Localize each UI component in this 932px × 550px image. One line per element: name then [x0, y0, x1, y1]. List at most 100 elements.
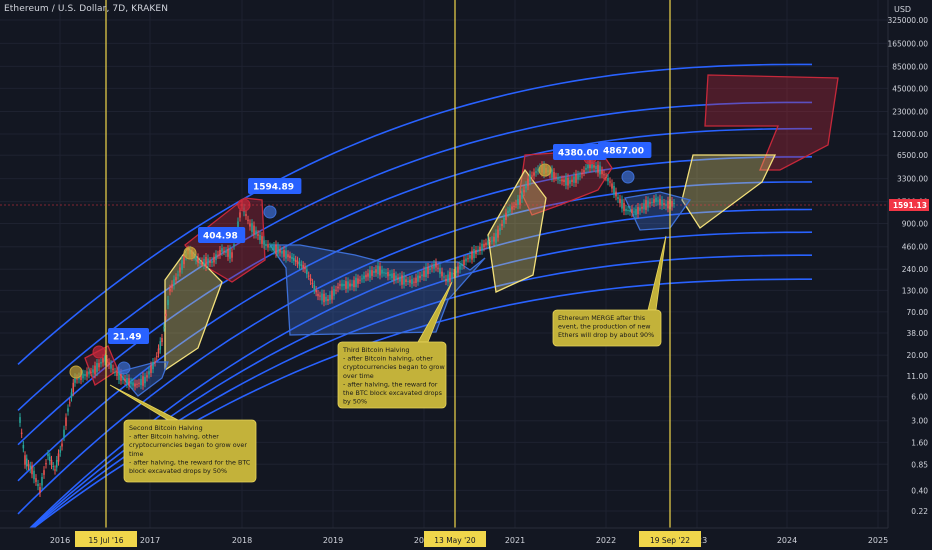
peak-circle [538, 163, 552, 177]
price-candle [413, 281, 415, 283]
price-tick: 45000.00 [892, 84, 928, 93]
price-candle [655, 197, 657, 203]
price-candle [257, 234, 259, 236]
price-candle [529, 174, 531, 182]
price-candle [20, 432, 23, 435]
price-candle [47, 453, 49, 457]
price-candle [505, 212, 507, 221]
price-candle [146, 375, 148, 378]
price-candle [225, 250, 227, 254]
price-candle [74, 377, 76, 383]
price-candle [209, 261, 211, 263]
price-candle [155, 356, 158, 358]
note-text: Ethereum MERGE after this [558, 314, 646, 322]
time-tick: 2016 [50, 536, 70, 545]
price-candle [201, 261, 203, 263]
price-tick: 0.85 [911, 460, 928, 469]
price-candle [497, 229, 499, 238]
price-candle [599, 165, 601, 175]
price-candle [641, 206, 643, 209]
price-tick: 0.40 [911, 486, 928, 495]
chart-title: Ethereum / U.S. Dollar, 7D, KRAKEN [4, 4, 169, 14]
peak-circle [621, 170, 635, 184]
price-candle [605, 177, 607, 179]
note-text: - after halving, the reward for the BTC [129, 458, 251, 466]
price-tick: 70.00 [907, 308, 929, 317]
price-candle [68, 402, 71, 404]
price-candle [311, 282, 314, 284]
price-tick: 3.00 [911, 417, 928, 426]
price-candle [533, 172, 535, 176]
price-candle [647, 200, 649, 208]
price-candle [407, 280, 409, 282]
price-candle [375, 269, 377, 273]
price-candle [173, 279, 175, 286]
price-candle [405, 279, 407, 282]
price-candle [625, 208, 627, 212]
price-candle [80, 373, 82, 381]
price-candle [567, 177, 569, 186]
price-candle [306, 269, 308, 275]
price-candle [537, 169, 539, 171]
price-candle [607, 177, 609, 182]
price-candle [82, 373, 84, 379]
price-candle [54, 469, 56, 471]
price-candle [203, 258, 205, 266]
price-candle [283, 250, 285, 257]
price-candle [159, 341, 162, 350]
price-candle [50, 459, 53, 466]
price-candle [623, 202, 625, 212]
price-candle [553, 172, 555, 179]
price-candle [385, 272, 387, 274]
price-candle [493, 236, 495, 242]
price-candle [327, 298, 329, 302]
price-candle [239, 212, 241, 218]
price-candle [315, 290, 317, 293]
price-candle [223, 250, 225, 252]
price-candle [152, 362, 154, 370]
time-tick: 2021 [505, 536, 525, 545]
price-candle [25, 458, 28, 467]
price-candle [503, 217, 505, 224]
price-candle [637, 207, 639, 215]
note-text: cryptocurrencies began to grow [343, 363, 445, 371]
price-candle [263, 240, 265, 245]
price-candle [615, 191, 617, 197]
price-axis-bg [888, 0, 932, 550]
price-candle [333, 289, 335, 296]
price-candle [499, 227, 501, 231]
price-candle [213, 256, 215, 263]
price-candle [601, 170, 603, 175]
price-candle [469, 255, 471, 259]
price-candle [275, 244, 277, 254]
price-candle [124, 378, 126, 382]
currency-label: USD [894, 5, 912, 14]
price-candle [289, 255, 291, 259]
current-price-label: 1591.13 [893, 201, 927, 210]
price-candle [86, 371, 88, 377]
peak-circle [263, 205, 277, 219]
peak-label-bg [598, 142, 652, 158]
peak-label: 21.49 [113, 333, 141, 343]
price-candle [459, 264, 461, 270]
price-candle [144, 376, 146, 384]
price-candle [417, 275, 419, 282]
price-candle [100, 362, 102, 364]
price-candle [401, 275, 403, 285]
price-candle [27, 463, 30, 467]
price-candle [397, 277, 399, 280]
price-candle [435, 262, 437, 268]
peak-label: 4867.00 [603, 147, 644, 157]
price-tick: 0.22 [911, 507, 928, 516]
yellow-zone [681, 154, 777, 229]
note-text: cryptocurrencies began to grow over [129, 441, 247, 449]
price-candle [45, 463, 47, 465]
price-tick: 3300.00 [897, 175, 928, 184]
price-candle [651, 201, 653, 203]
price-tick: 325000.00 [887, 16, 928, 25]
price-candle [197, 257, 199, 263]
price-candle [273, 246, 275, 251]
price-candle [569, 180, 571, 184]
price-candle [33, 470, 35, 480]
